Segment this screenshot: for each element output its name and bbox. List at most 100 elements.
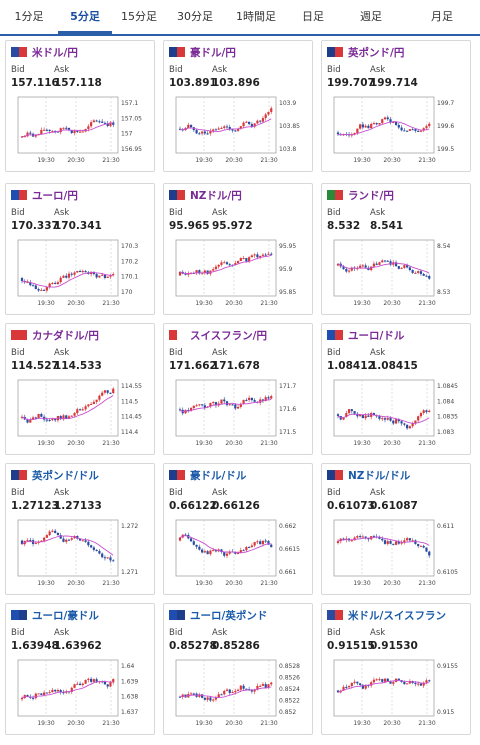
candle-body: [95, 549, 98, 551]
ask-label: Ask: [54, 628, 70, 638]
candle-body: [256, 254, 259, 258]
candle-body: [408, 538, 411, 541]
candle-body: [236, 261, 240, 264]
candle-body: [225, 126, 229, 128]
flag-icon: [11, 470, 27, 480]
mini-chart[interactable]: 19:30 20:30 21:30 1.64 1.639 1.638 1.637: [10, 656, 152, 732]
mini-chart[interactable]: 19:30 20:30 21:30 103.9 103.85 103.8: [168, 93, 310, 169]
rate-card[interactable]: ユーロ/豪ドル Bid Ask 1.63948 1.63962 19:30 20:…: [5, 603, 155, 735]
bid-label: Bid: [327, 628, 341, 638]
candle-body: [234, 263, 237, 266]
rate-card[interactable]: NZドル/円 Bid Ask 95.965 95.972 19:30 20:30 2…: [163, 183, 313, 315]
mini-chart[interactable]: 19:30 20:30 21:30 0.662 0.6615 0.661: [168, 516, 310, 592]
pair-name[interactable]: 豪ドル/ドル: [190, 469, 247, 482]
time-tick-label: 20:30: [67, 720, 84, 727]
flag-icon: [169, 190, 185, 200]
tab-1[interactable]: 5分足: [58, 0, 112, 34]
mini-chart[interactable]: 19:30 20:30 21:30 0.611 0.6105: [326, 516, 468, 592]
price-tick-label: 1.271: [121, 569, 138, 576]
flag-icon: [327, 610, 343, 620]
rate-card[interactable]: ユーロ/ドル Bid Ask 1.08412 1.08415 19:30 20:3…: [321, 323, 471, 455]
tab-7[interactable]: 月足: [431, 10, 453, 23]
card-header: ユーロ/ドル: [327, 328, 404, 342]
tab-3[interactable]: 30分足: [177, 10, 213, 23]
pair-name[interactable]: 豪ドル/円: [190, 46, 236, 59]
tab-4[interactable]: 1時間足: [236, 10, 276, 23]
candle-body: [51, 689, 54, 693]
rate-card[interactable]: スイスフラン/円 Bid Ask 171.662 171.678 19:30 20…: [163, 323, 313, 455]
price-tick-label: 0.661: [279, 569, 296, 576]
bid-value: 1.08412: [327, 360, 375, 372]
candle-body: [347, 409, 351, 414]
mini-chart[interactable]: 19:30 20:30 21:30 157.1 157.05 157 156.95: [10, 93, 152, 169]
ask-value: 199.714: [370, 77, 418, 89]
candle-body: [37, 413, 40, 419]
ask-value: 0.61087: [370, 500, 418, 512]
pair-name[interactable]: NZドル/ドル: [348, 469, 411, 482]
pair-name[interactable]: 英ポンド/ドル: [32, 469, 99, 482]
candle-body: [270, 682, 273, 685]
tab-5[interactable]: 日足: [302, 10, 324, 23]
rate-card[interactable]: NZドル/ドル Bid Ask 0.61073 0.61087 19:30 20:…: [321, 463, 471, 595]
time-tick-label: 21:30: [102, 580, 119, 587]
pair-name[interactable]: 米ドル/円: [32, 46, 78, 59]
rate-card[interactable]: 米ドル/円 Bid Ask 157.116 157.118 19:30 20:30…: [5, 40, 155, 172]
rate-card[interactable]: カナダドル/円 Bid Ask 114.527 114.533 19:30 20:…: [5, 323, 155, 455]
candle-body: [48, 283, 51, 287]
pair-name[interactable]: 英ポンド/円: [348, 46, 405, 59]
mini-chart[interactable]: 19:30 20:30 21:30 95.95 95.9 95.85: [168, 236, 310, 312]
pair-name[interactable]: ユーロ/円: [32, 189, 78, 202]
rate-card[interactable]: 英ポンド/ドル Bid Ask 1.27123 1.27133 19:30 20:…: [5, 463, 155, 595]
candle-body: [364, 125, 367, 128]
rate-card[interactable]: 豪ドル/円 Bid Ask 103.891 103.896 19:30 20:30…: [163, 40, 313, 172]
mini-chart[interactable]: 19:30 20:30 21:30 0.8528 0.8526 0.8524 0.8522 0…: [168, 656, 310, 732]
mini-chart[interactable]: 19:30 20:30 21:30 0.9155 0.915: [326, 656, 468, 732]
mini-chart[interactable]: 19:30 20:30 21:30 171.7 171.6 171.5: [168, 376, 310, 452]
pair-name[interactable]: 米ドル/スイスフラン: [348, 609, 447, 622]
mini-chart[interactable]: 19:30 20:30 21:30 1.0845 1.084 1.0835 1.083: [326, 376, 468, 452]
candle-body: [231, 129, 234, 131]
mini-chart[interactable]: 19:30 20:30 21:30 1.272 1.271: [10, 516, 152, 592]
mini-chart[interactable]: 19:30 20:30 21:30 199.7 199.6 199.5: [326, 93, 468, 169]
mini-chart[interactable]: 19:30 20:30 21:30 114.55 114.5 114.45 114.4: [10, 376, 152, 452]
candle-body: [428, 123, 431, 127]
tab-6[interactable]: 週足: [360, 10, 382, 23]
time-tick-label: 20:30: [67, 300, 84, 307]
flag-icon: [11, 330, 27, 340]
bid-value: 157.116: [11, 77, 59, 89]
tab-0[interactable]: 1分足: [14, 10, 44, 23]
rate-card[interactable]: 英ポンド/円 Bid Ask 199.707 199.714 19:30 20:3…: [321, 40, 471, 172]
rate-card[interactable]: ランド/円 Bid Ask 8.532 8.541 19:30 20:30 21:3…: [321, 183, 471, 315]
rate-card[interactable]: ユーロ/英ポンド Bid Ask 0.85278 0.85286 19:30 20…: [163, 603, 313, 735]
candle-body: [51, 130, 54, 132]
candle-body: [51, 282, 54, 284]
candle-body: [406, 683, 409, 685]
rate-card[interactable]: 米ドル/スイスフラン Bid Ask 0.91515 0.91530 19:30…: [321, 603, 471, 735]
candle-body: [54, 419, 57, 421]
time-tick-label: 21:30: [260, 300, 277, 307]
candle-body: [386, 418, 389, 420]
moving-average-line: [337, 536, 430, 546]
mini-chart[interactable]: 19:30 20:30 21:30 8.54 8.53: [326, 236, 468, 312]
rate-card[interactable]: 豪ドル/ドル Bid Ask 0.66122 0.66126 19:30 20:3…: [163, 463, 313, 595]
moving-average-line: [179, 398, 272, 413]
ask-value: 114.533: [54, 360, 102, 372]
candle-body: [350, 682, 353, 687]
pair-name[interactable]: NZドル/円: [190, 189, 242, 202]
tab-2[interactable]: 15分足: [121, 10, 157, 23]
pair-name[interactable]: ユーロ/英ポンド: [190, 609, 268, 622]
pair-name[interactable]: ユーロ/豪ドル: [32, 609, 99, 622]
pair-name[interactable]: スイスフラン/円: [190, 329, 268, 342]
candle-body: [59, 535, 62, 539]
candle-body: [245, 688, 248, 690]
candle-body: [256, 541, 259, 543]
price-tick-label: 0.8528: [279, 663, 300, 670]
rate-card[interactable]: ユーロ/円 Bid Ask 170.337 170.341 19:30 20:30…: [5, 183, 155, 315]
pair-name[interactable]: ランド/円: [348, 189, 394, 202]
candle-body: [87, 404, 90, 407]
candle-body: [359, 124, 362, 129]
pair-name[interactable]: カナダドル/円: [32, 329, 99, 342]
mini-chart[interactable]: 19:30 20:30 21:30 170.3 170.2 170.1 170: [10, 236, 152, 312]
price-tick-label: 1.637: [121, 709, 138, 716]
pair-name[interactable]: ユーロ/ドル: [348, 329, 405, 342]
